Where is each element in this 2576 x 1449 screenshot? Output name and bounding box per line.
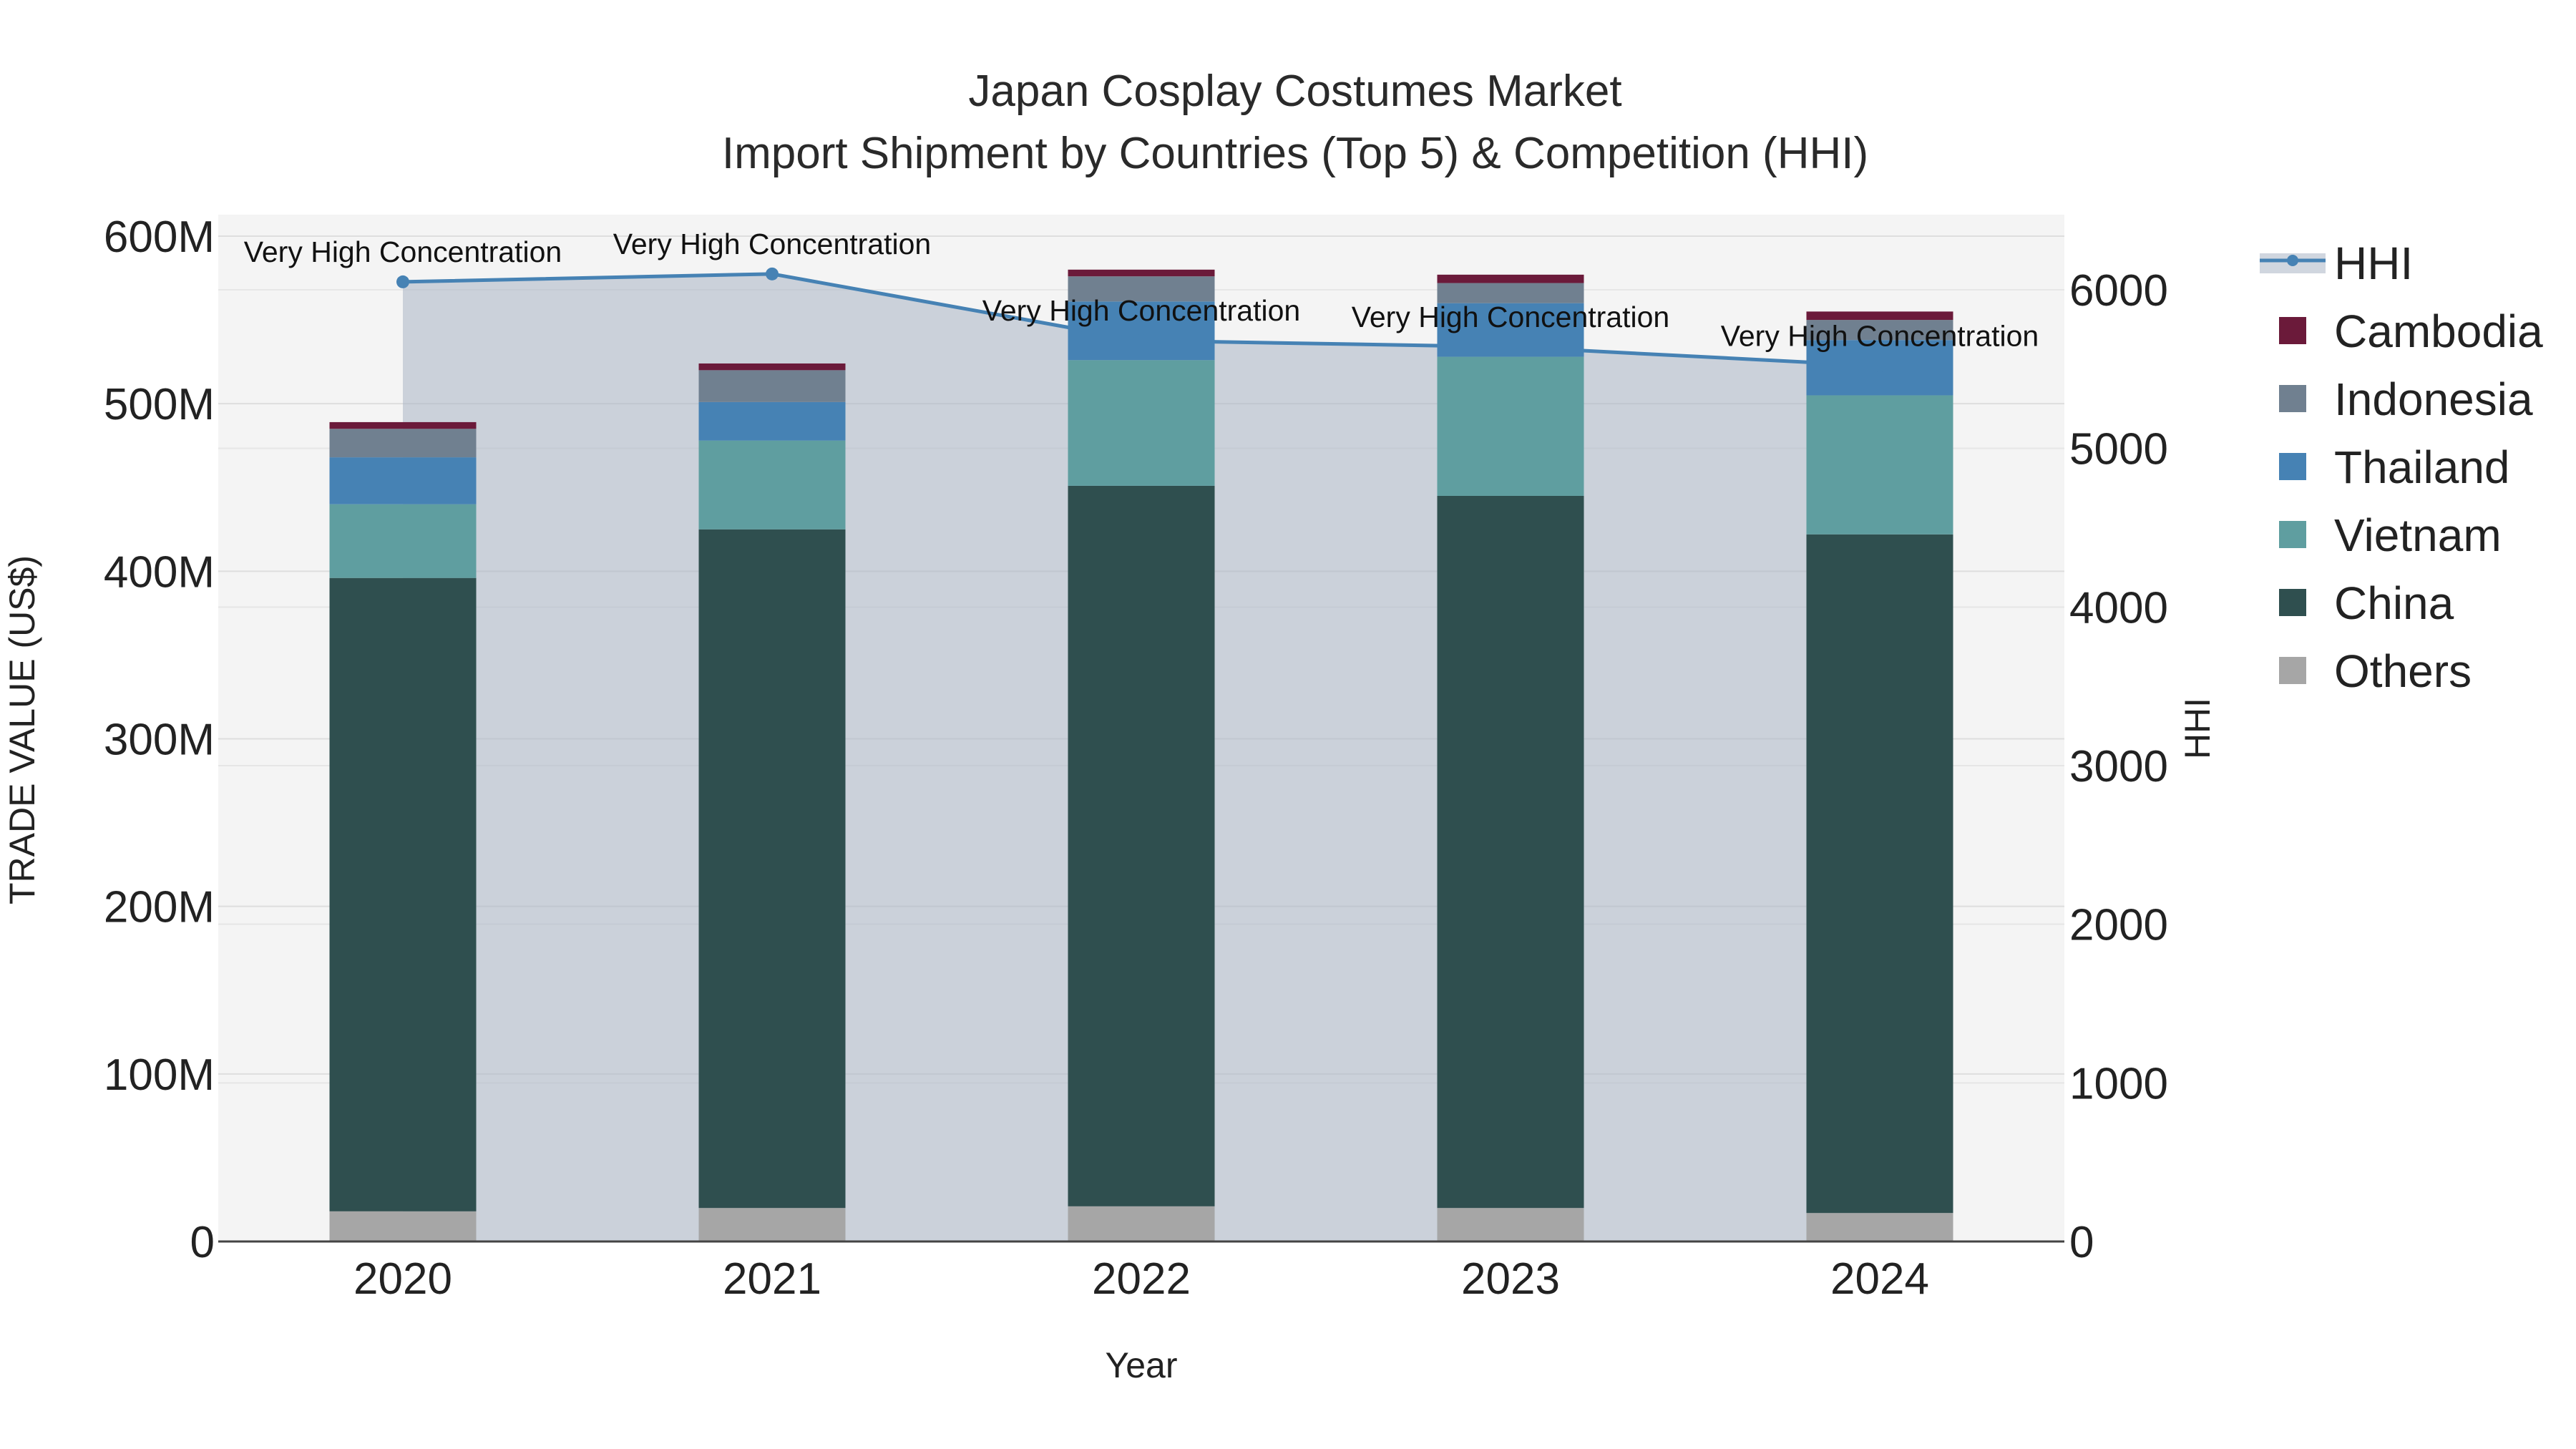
legend: HHI Cambodia Indonesia Thailand Vietnam China… [2260,238,2543,697]
bar-indonesia-2020 [329,429,477,458]
bar-cambodia-2021 [698,363,846,371]
hhi-annotation-2021: Very High Concentration [613,228,931,260]
bar-china-2020 [329,577,477,1211]
y-tick-label: 300M [104,716,215,765]
hhi-point-2024 [1873,359,1886,373]
annotations: Very High Concentration Very High Concent… [244,228,2039,353]
legend-label-others: Others [2334,645,2472,697]
bar-cambodia-2022 [1068,269,1215,277]
hhi-line [396,267,1886,373]
x-tick-label: 2022 [1092,1254,1191,1304]
y2-tick-label: 5000 [2069,425,2168,474]
bar-indonesia-2023 [1437,283,1584,303]
hhi-point-2020 [396,275,409,288]
chart-title-line1: Japan Cosplay Costumes Market [968,67,1621,116]
legend-label-thailand: Thailand [2334,441,2510,493]
y-tick-label: 400M [104,547,215,597]
bar-china-2022 [1068,485,1215,1206]
y2-tick-label: 2000 [2069,901,2168,950]
y-axis-title: TRADE VALUE (US$) [2,555,42,904]
bar-indonesia-2022 [1068,276,1215,302]
bar-cambodia-2020 [329,421,477,429]
y2-tick-label: 3000 [2069,742,2168,791]
legend-label-hhi: HHI [2334,238,2413,289]
legend-swatch-china [2279,589,2306,616]
legend-swatch-hhi-marker [2287,255,2298,266]
y2-tick-label: 6000 [2069,266,2168,316]
legend-label-indonesia: Indonesia [2334,374,2533,425]
hhi-point-2023 [1504,340,1517,353]
bar-vietnam-2022 [1068,360,1215,486]
y-tick-label: 100M [104,1050,215,1100]
legend-swatch-vietnam [2279,521,2306,548]
bar-vietnam-2021 [698,440,846,530]
legend-label-china: China [2334,577,2454,629]
y-axis-ticks: 0 100M 200M 300M 400M 500M 600M [104,213,215,1267]
y-tick-label: 200M [104,883,215,932]
x-axis-ticks: 2020 2021 2022 2023 2024 [353,1254,1929,1304]
bar-others-2022 [1068,1206,1215,1241]
bar-china-2021 [698,529,846,1209]
bar-others-2023 [1437,1208,1584,1241]
legend-swatch-others [2279,657,2306,684]
hhi-point-2022 [1135,333,1148,347]
x-tick-label: 2021 [723,1254,821,1304]
y-tick-label: 600M [104,213,215,262]
y2-tick-label: 1000 [2069,1059,2168,1108]
bar-vietnam-2020 [329,504,477,578]
bar-others-2021 [698,1208,846,1241]
y2-tick-label: 4000 [2069,583,2168,633]
bar-vietnam-2024 [1806,395,1953,535]
x-tick-label: 2023 [1461,1254,1560,1304]
y2-tick-label: 0 [2069,1218,2094,1267]
x-tick-label: 2020 [353,1254,452,1304]
bar-others-2020 [329,1211,477,1241]
bar-thailand-2020 [329,457,477,504]
legend-swatch-cambodia [2279,317,2306,344]
x-axis-title: Year [1105,1345,1177,1385]
y-tick-label: 0 [190,1218,215,1267]
y-tick-label: 500M [104,380,215,429]
bar-indonesia-2021 [698,370,846,402]
legend-label-cambodia: Cambodia [2334,306,2543,357]
bar-cambodia-2024 [1806,311,1953,321]
legend-label-vietnam: Vietnam [2334,509,2502,561]
chart-title-line2: Import Shipment by Countries (Top 5) & C… [722,129,1868,178]
y2-axis-title: HHI [2177,698,2218,759]
hhi-annotation-2023: Very High Concentration [1352,301,1669,333]
bar-others-2024 [1806,1213,1953,1241]
bar-china-2023 [1437,495,1584,1209]
bar-china-2024 [1806,534,1953,1214]
hhi-point-2021 [766,267,779,280]
bar-indonesia-2024 [1806,320,1953,341]
hhi-annotation-2020: Very High Concentration [244,235,562,268]
bar-cambodia-2023 [1437,274,1584,283]
y2-axis-ticks: 0 1000 2000 3000 4000 5000 6000 [2069,266,2168,1267]
legend-swatch-thailand [2279,453,2306,480]
x-tick-label: 2024 [1830,1254,1929,1304]
hhi-annotation-2022: Very High Concentration [982,294,1300,327]
legend-swatch-indonesia [2279,385,2306,412]
bar-thailand-2021 [698,401,846,441]
bar-vietnam-2023 [1437,356,1584,496]
hhi-annotation-2024: Very High Concentration [1721,319,2039,352]
